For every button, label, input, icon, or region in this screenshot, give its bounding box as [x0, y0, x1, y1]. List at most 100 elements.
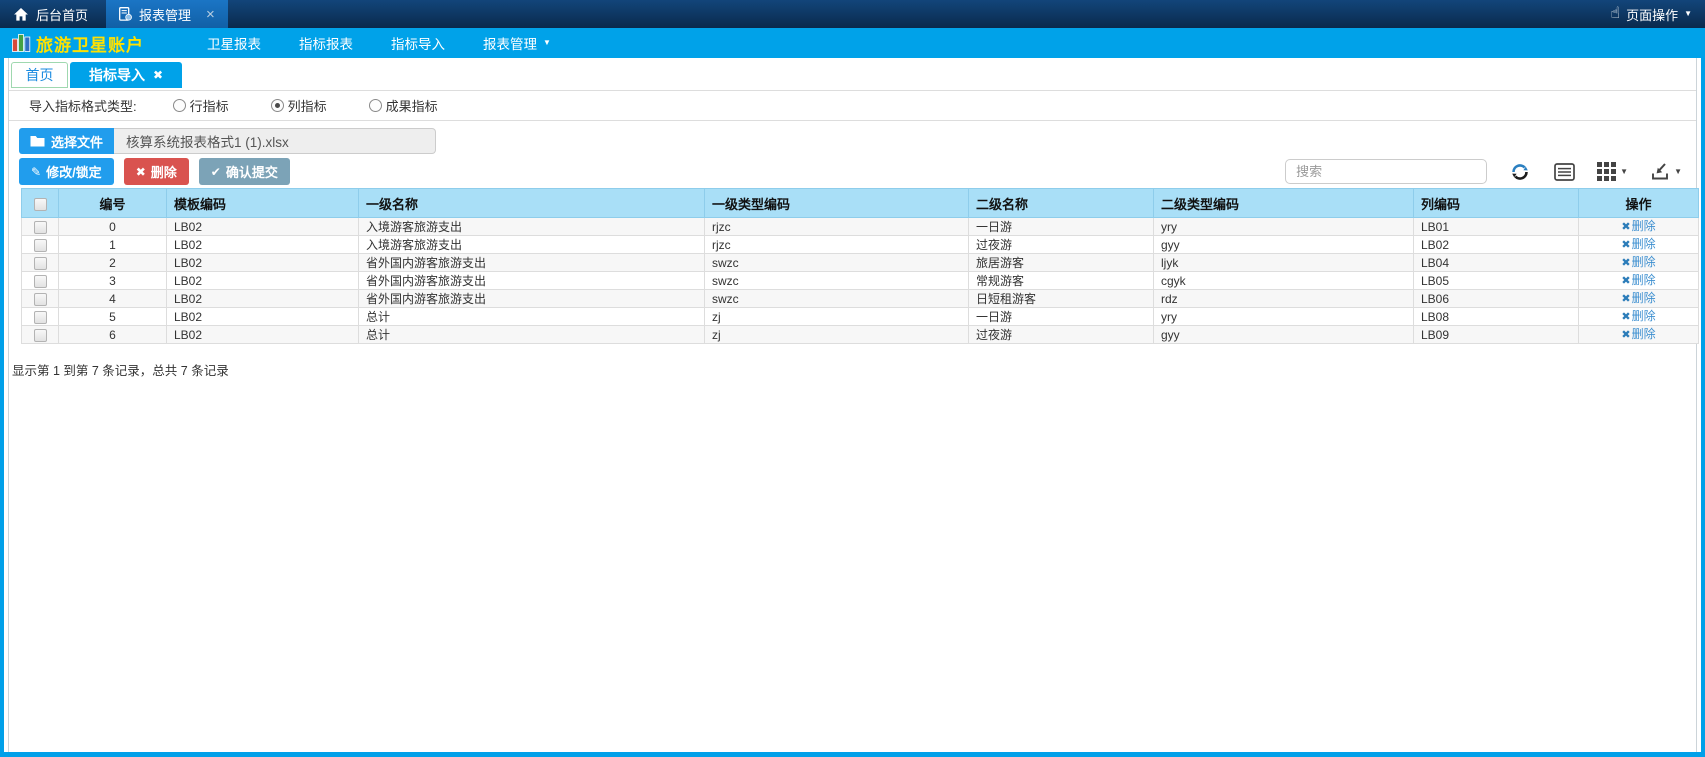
pencil-icon: ✎	[31, 164, 42, 179]
nav-item-indicator-import[interactable]: 指标导入	[372, 33, 464, 53]
row-delete-link[interactable]: ✖删除	[1621, 237, 1656, 251]
radio-label: 成果指标	[385, 99, 438, 114]
table-cell: LB02	[1413, 235, 1579, 254]
table-cell: 1	[58, 235, 167, 254]
nav-item-satellite-reports[interactable]: 卫星报表	[188, 33, 280, 53]
folder-icon	[30, 136, 45, 147]
radio-column-indicator[interactable]: 列指标	[270, 96, 327, 115]
tab-home[interactable]: 首页	[11, 62, 68, 88]
row-checkbox[interactable]	[33, 310, 47, 324]
selected-filename: 核算系统报表格式1 (1).xlsx	[114, 128, 437, 154]
row-delete-link[interactable]: ✖删除	[1621, 327, 1656, 341]
table-cell: rjzc	[704, 217, 969, 236]
table-cell: zj	[704, 307, 969, 326]
table-cell: 日短租游客	[968, 289, 1154, 308]
table-cell: 一日游	[968, 217, 1154, 236]
row-select-cell	[21, 307, 59, 326]
row-checkbox[interactable]	[33, 256, 47, 270]
nav-item-label: 报表管理	[483, 37, 537, 52]
x-icon: ✖	[135, 164, 146, 179]
row-select-cell	[21, 217, 59, 236]
import-format-label: 导入指标格式类型:	[29, 99, 137, 114]
table-cell: 4	[58, 289, 167, 308]
tab-home-label: 首页	[25, 67, 54, 83]
nav-item-report-management[interactable]: 报表管理 ▼	[464, 33, 570, 53]
choose-file-button[interactable]: 选择文件	[19, 128, 115, 154]
table-cell: LB02	[166, 307, 359, 326]
chevron-down-icon: ▼	[543, 38, 551, 47]
column-header: 二级名称	[968, 188, 1154, 218]
main-navbar: 旅游卫星账户 卫星报表 指标报表 指标导入 报表管理 ▼	[0, 28, 1705, 58]
window-tab-label: 报表管理	[139, 7, 192, 23]
row-delete-link[interactable]: ✖删除	[1621, 291, 1656, 305]
chevron-down-icon: ▼	[1620, 167, 1629, 176]
table-cell: swzc	[704, 289, 969, 308]
table-cell: 过夜游	[968, 235, 1154, 254]
table-cell: 一日游	[968, 307, 1154, 326]
window-home-button[interactable]: 后台首页	[0, 0, 106, 28]
detail-view-icon[interactable]	[1553, 161, 1575, 183]
radio-row-indicator[interactable]: 行指标	[172, 96, 229, 115]
x-icon: ✖	[1621, 239, 1631, 251]
radio-icon[interactable]	[270, 99, 284, 112]
row-checkbox[interactable]	[33, 328, 47, 342]
x-icon: ✖	[1621, 221, 1631, 233]
report-icon	[119, 7, 132, 21]
modify-lock-label: 修改/锁定	[46, 165, 102, 180]
delete-button[interactable]: ✖ 删除	[123, 158, 189, 185]
nav-item-label: 指标导入	[391, 37, 445, 52]
table-cell: 5	[58, 307, 167, 326]
table-row: 4 LB02 省外国内游客旅游支出 swzc 日短租游客 rdz LB06 ✖删除	[21, 289, 1699, 308]
table-cell: LB02	[166, 235, 359, 254]
row-select-cell	[21, 325, 59, 344]
modify-lock-button[interactable]: ✎ 修改/锁定	[19, 158, 114, 185]
column-header: 操作	[1578, 188, 1699, 218]
choose-file-label: 选择文件	[51, 134, 104, 150]
radio-icon[interactable]	[368, 99, 382, 112]
nav-item-indicator-reports[interactable]: 指标报表	[280, 33, 372, 53]
row-checkbox[interactable]	[33, 238, 47, 252]
row-checkbox[interactable]	[33, 274, 47, 288]
table-cell: rjzc	[704, 235, 969, 254]
table-cell: LB02	[166, 253, 359, 272]
window-home-label: 后台首页	[36, 7, 89, 23]
brand[interactable]: 旅游卫星账户	[12, 31, 144, 56]
brand-logo-icon	[12, 34, 31, 52]
row-delete-link[interactable]: ✖删除	[1621, 273, 1656, 287]
select-all-checkbox[interactable]	[33, 197, 47, 211]
row-delete-link[interactable]: ✖删除	[1621, 219, 1656, 233]
table-body: 0 LB02 入境游客旅游支出 rjzc 一日游 yry LB01 ✖删除 1 LB02 入境游客旅…	[21, 217, 1699, 344]
brand-title: 旅游卫星账户	[36, 35, 144, 55]
row-checkbox[interactable]	[33, 220, 47, 234]
table-cell: 省外国内游客旅游支出	[358, 271, 705, 290]
window-tab-report-management[interactable]: 报表管理 ×	[106, 0, 228, 28]
columns-menu[interactable]: ▼	[1597, 162, 1628, 181]
row-checkbox[interactable]	[33, 292, 47, 306]
table-row: 0 LB02 入境游客旅游支出 rjzc 一日游 yry LB01 ✖删除	[21, 217, 1699, 236]
page-actions-menu[interactable]: ☝ 页面操作 ▼	[1610, 5, 1705, 24]
confirm-submit-label: 确认提交	[225, 165, 278, 180]
radio-result-indicator[interactable]: 成果指标	[368, 96, 438, 115]
table-cell: 常规游客	[968, 271, 1154, 290]
confirm-submit-button[interactable]: ✔ 确认提交	[198, 158, 290, 185]
chevron-down-icon: ▼	[1674, 167, 1682, 176]
search-input[interactable]	[1285, 159, 1488, 184]
content-panel: 首页 指标导入 ✖ 导入指标格式类型: 行指标 列指标 成果指标	[8, 58, 1699, 752]
table-cell: LB02	[166, 325, 359, 344]
table-cell: LB06	[1413, 289, 1579, 308]
table-cell: gyy	[1153, 235, 1414, 254]
table-tools: ▼ ▼	[1285, 159, 1686, 184]
select-all-cell	[21, 188, 59, 218]
tab-close-icon[interactable]: ✖	[152, 68, 164, 82]
row-delete-link[interactable]: ✖删除	[1621, 309, 1656, 323]
export-menu[interactable]: ▼	[1650, 162, 1682, 181]
window-tab-close-icon[interactable]: ×	[206, 5, 215, 23]
home-icon	[14, 7, 28, 21]
refresh-icon[interactable]	[1509, 161, 1531, 183]
row-delete-link[interactable]: ✖删除	[1621, 255, 1656, 269]
tab-indicator-import[interactable]: 指标导入 ✖	[70, 62, 182, 88]
radio-icon[interactable]	[172, 99, 186, 112]
chevron-down-icon: ▼	[1684, 9, 1692, 18]
x-icon: ✖	[1621, 275, 1631, 287]
table-row: 3 LB02 省外国内游客旅游支出 swzc 常规游客 cgyk LB05 ✖删除	[21, 271, 1699, 290]
